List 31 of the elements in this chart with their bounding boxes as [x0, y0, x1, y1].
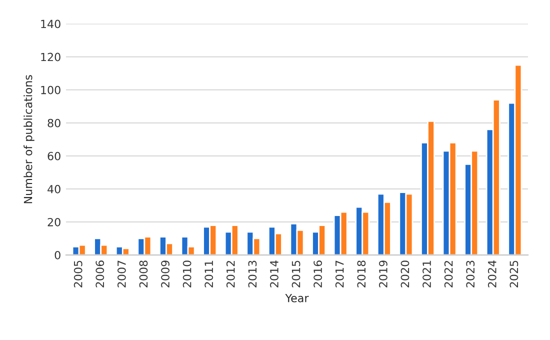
x-tick-label: 2006 [96, 260, 104, 288]
x-tick-label: 2025 [510, 260, 518, 288]
y-tick-label: 100 [41, 86, 60, 94]
y-tick-label: 40 [48, 184, 60, 194]
y-tick-label: 60 [48, 152, 60, 160]
x-tick-label: 2023 [466, 260, 475, 288]
x-tick-label: 2011 [204, 260, 214, 288]
x-tick-label: 2009 [161, 260, 170, 288]
x-tick-label: 2021 [422, 260, 431, 288]
x-tick-label: 2016 [314, 260, 322, 288]
y-tick-label: 80 [48, 118, 60, 128]
x-tick-label: 2010 [182, 260, 192, 288]
x-axis-title: Year [285, 294, 309, 302]
y-tick-label: 20 [48, 218, 60, 226]
y-tick-label: 0 [54, 250, 60, 260]
y-axis-title: Number of publications [24, 75, 34, 204]
x-tick-label: 2014 [270, 260, 278, 288]
x-tick-label: 2017 [335, 260, 344, 288]
x-tick-label: 2020 [400, 260, 410, 288]
x-tick-label: 2018 [357, 260, 366, 288]
x-tick-label: 2007 [117, 260, 126, 288]
x-tick-label: 2012 [226, 260, 235, 288]
x-tick-label: 2024 [488, 260, 496, 288]
x-tick-label: 2005 [74, 260, 82, 288]
x-tick-label: 2015 [292, 260, 300, 288]
y-tick-label: 140 [41, 20, 60, 28]
x-tick-label: 2022 [444, 260, 453, 288]
x-tick-label: 2019 [378, 260, 388, 288]
x-tick-label: 2008 [139, 260, 148, 288]
y-tick-label: 120 [41, 52, 60, 62]
x-tick-label: 2013 [248, 260, 257, 288]
